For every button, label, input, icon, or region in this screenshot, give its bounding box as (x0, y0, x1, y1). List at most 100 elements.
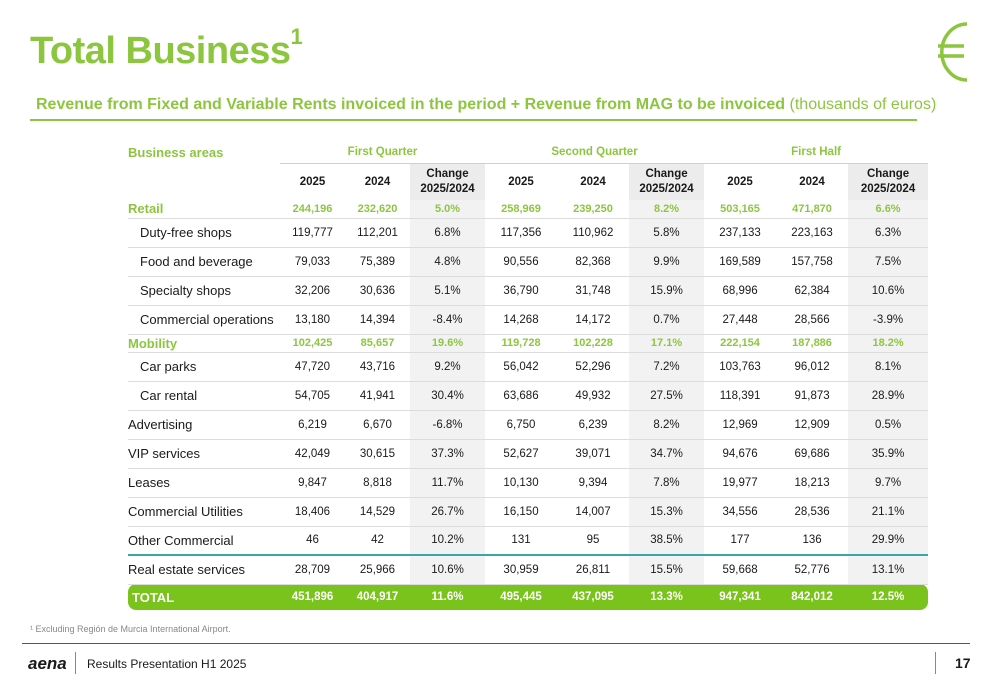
change-cell: 34.7% (629, 439, 705, 469)
value-cell: 8,818 (345, 468, 410, 498)
value-cell: 90,556 (485, 247, 558, 277)
change-cell: 35.9% (848, 439, 929, 469)
row-label: Leases (128, 468, 280, 498)
first-quarter-header: First Quarter (347, 145, 418, 158)
q1-change-header: Change 2025/2024 (410, 162, 486, 200)
value-cell: 49,932 (557, 381, 630, 411)
value-cell: 68,996 (704, 276, 777, 306)
first-half-header: First Half (791, 145, 841, 158)
page-title-text: Total Business (30, 30, 291, 72)
value-cell: 43,716 (345, 352, 410, 382)
aena-logo: aena (28, 654, 66, 673)
value-cell: 495,445 (485, 584, 558, 610)
value-cell: 46 (280, 526, 345, 556)
change-cell: 5.8% (629, 218, 705, 248)
q2-change-header: Change 2025/2024 (629, 162, 705, 200)
change-cell: 15.9% (629, 276, 705, 306)
row-label: Commercial Utilities (128, 497, 280, 527)
change-cell: 9.9% (629, 247, 705, 277)
change-cell: 21.1% (848, 497, 929, 527)
value-cell: 222,154 (704, 334, 777, 353)
value-cell: 41,941 (345, 381, 410, 411)
change-cell: 9.2% (410, 352, 486, 382)
table-row: Commercial Utilities 18,406 14,529 26.7% 16,… (128, 497, 929, 527)
change-cell: 8.1% (848, 352, 929, 382)
value-cell: 10,130 (485, 468, 558, 498)
value-cell: 14,394 (345, 305, 410, 335)
subtitle-unit: (thousands of euros) (789, 96, 937, 113)
second-quarter-header: Second Quarter (551, 145, 638, 158)
table-row: Real estate services 28,709 25,966 10.6% 30,… (128, 555, 929, 585)
value-cell: 91,873 (776, 381, 849, 411)
euro-icon (938, 22, 968, 82)
value-cell: 102,425 (280, 334, 345, 353)
q1-2025-header: 2025 (280, 162, 345, 200)
value-cell: 6,239 (557, 410, 630, 440)
value-cell: 63,686 (485, 381, 558, 411)
value-cell: 18,213 (776, 468, 849, 498)
value-cell: 112,201 (345, 218, 410, 248)
change-cell: 26.7% (410, 497, 486, 527)
h1-change-header: Change 2025/2024 (848, 162, 929, 200)
value-cell: 110,962 (557, 218, 630, 248)
page-number: 17 (955, 655, 971, 671)
change-cell: 10.6% (410, 555, 486, 585)
value-cell: 223,163 (776, 218, 849, 248)
value-cell: 118,391 (704, 381, 777, 411)
value-cell: 27,448 (704, 305, 777, 335)
value-cell: 47,720 (280, 352, 345, 382)
change-cell: 13.3% (629, 584, 705, 610)
value-cell: 117,356 (485, 218, 558, 248)
table-row: Commercial operations 13,180 14,394 -8.4% 14… (128, 305, 929, 335)
change-cell: 0.7% (629, 305, 705, 335)
row-label: Duty-free shops (128, 218, 280, 248)
value-cell: 232,620 (345, 200, 410, 219)
value-cell: 169,589 (704, 247, 777, 277)
table-row: Other Commercial 46 42 10.2% 131 95 38.5% 177 13… (128, 526, 929, 556)
h1-2025-header: 2025 (704, 162, 777, 200)
value-cell: 258,969 (485, 200, 558, 219)
value-cell: 94,676 (704, 439, 777, 469)
value-cell: 119,777 (280, 218, 345, 248)
logo-text: aena (28, 654, 66, 673)
change-cell: 8.2% (629, 410, 705, 440)
subtitle-divider (30, 119, 917, 121)
value-cell: 34,556 (704, 497, 777, 527)
value-cell: 14,268 (485, 305, 558, 335)
change-cell: -8.4% (410, 305, 486, 335)
value-cell: 157,758 (776, 247, 849, 277)
value-cell: 177 (704, 526, 777, 556)
q1-2024-header: 2024 (345, 162, 410, 200)
change-cell: 6.6% (848, 200, 929, 219)
row-label: Car parks (128, 352, 280, 382)
change-cell: 15.5% (629, 555, 705, 585)
row-label: Commercial operations (128, 305, 280, 335)
change-period-label: 2025/2024 (639, 182, 694, 195)
row-label: VIP services (128, 439, 280, 469)
change-cell: 10.6% (848, 276, 929, 306)
row-label: Car rental (128, 381, 280, 411)
page-title: Total Business1 (30, 24, 303, 73)
row-label: Mobility (128, 334, 280, 353)
row-label: Other Commercial (128, 526, 280, 556)
value-cell: 54,705 (280, 381, 345, 411)
change-cell: 0.5% (848, 410, 929, 440)
page-number-separator (935, 652, 936, 674)
footer-divider (22, 643, 970, 644)
change-cell: 38.5% (629, 526, 705, 556)
value-cell: 62,384 (776, 276, 849, 306)
value-cell: 85,657 (345, 334, 410, 353)
value-cell: 947,341 (704, 584, 777, 610)
q2-2024-header: 2024 (557, 162, 630, 200)
change-cell: 37.3% (410, 439, 486, 469)
value-cell: 25,966 (345, 555, 410, 585)
value-cell: 69,686 (776, 439, 849, 469)
table-row: Retail 244,196 232,620 5.0% 258,969 239,250 8.… (128, 200, 929, 219)
business-areas-header: Business areas (128, 144, 224, 160)
change-cell: 5.0% (410, 200, 486, 219)
change-cell: -6.8% (410, 410, 486, 440)
subtitle-main: Revenue from Fixed and Variable Rents in… (36, 96, 786, 113)
change-label: Change (426, 167, 469, 180)
table-row: Specialty shops 32,206 30,636 5.1% 36,790 31,… (128, 276, 929, 306)
value-cell: 437,095 (557, 584, 630, 610)
